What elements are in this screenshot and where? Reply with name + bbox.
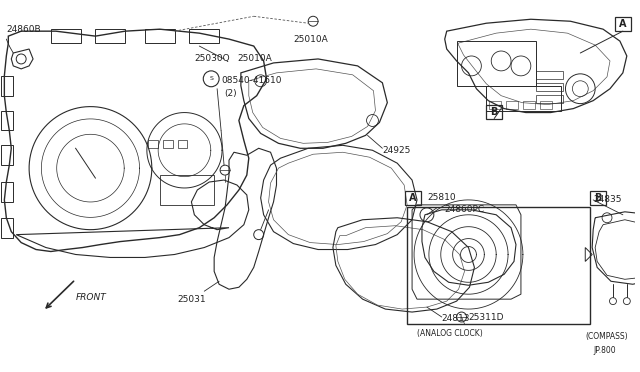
- Bar: [163, 140, 173, 148]
- Text: 24860PC: 24860PC: [445, 205, 485, 214]
- Text: 25810: 25810: [427, 193, 456, 202]
- Bar: [160, 175, 214, 205]
- Text: (COMPASS): (COMPASS): [585, 332, 628, 341]
- Bar: [540, 101, 552, 109]
- Text: B: B: [595, 193, 602, 203]
- Bar: [148, 140, 157, 148]
- Bar: [489, 101, 501, 109]
- Bar: [177, 140, 188, 148]
- Text: 08540-41610: 08540-41610: [221, 76, 282, 85]
- Text: 25311D: 25311D: [468, 312, 504, 321]
- Bar: [536, 95, 563, 103]
- Bar: [506, 101, 518, 109]
- Text: (ANALOG CLOCK): (ANALOG CLOCK): [417, 329, 483, 339]
- Bar: [486, 105, 502, 119]
- Bar: [486, 86, 561, 110]
- Text: 24813: 24813: [442, 314, 470, 324]
- Bar: [536, 83, 563, 91]
- Text: B: B: [490, 106, 498, 116]
- Bar: [523, 101, 535, 109]
- Bar: [615, 17, 631, 31]
- Text: FRONT: FRONT: [76, 293, 106, 302]
- Text: JP.800: JP.800: [593, 346, 616, 355]
- Text: 25030Q: 25030Q: [195, 54, 230, 64]
- Text: A: A: [619, 19, 627, 29]
- Text: 24835: 24835: [593, 195, 621, 204]
- Bar: [407, 207, 590, 324]
- Text: 25010A: 25010A: [237, 54, 271, 64]
- Bar: [405, 191, 421, 205]
- Text: 24925: 24925: [382, 146, 411, 155]
- Text: 25031: 25031: [177, 295, 206, 304]
- Text: A: A: [410, 193, 417, 203]
- Bar: [536, 71, 563, 79]
- Text: 24860B: 24860B: [6, 25, 41, 34]
- Text: (2): (2): [224, 89, 237, 98]
- Bar: [456, 41, 536, 86]
- Text: S: S: [209, 76, 213, 81]
- Bar: [590, 191, 606, 205]
- Text: 25010A: 25010A: [293, 35, 328, 44]
